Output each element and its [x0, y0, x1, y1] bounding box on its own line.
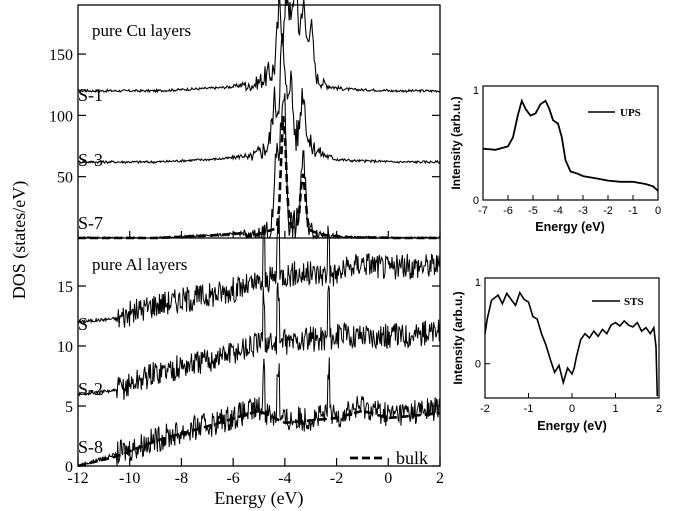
series-cu-s-1: [77, 0, 441, 94]
sts-ticks: -2 -1 0 1 2 0 1: [475, 277, 662, 415]
bottom-ytick-label: 5: [65, 399, 73, 416]
ups-x-label: Energy (eV): [535, 220, 604, 234]
bottom-ytick-label: 10: [57, 339, 73, 356]
ups-legend-label: UPS: [620, 107, 641, 119]
series-al-s: [77, 215, 441, 328]
x-axis-label: Energy (eV): [214, 488, 303, 509]
xtick-label: -4: [278, 470, 291, 487]
ups-xtick-label: -4: [553, 205, 563, 217]
ups-xtick-label: -2: [603, 205, 613, 217]
ups-frame: [482, 85, 659, 201]
ups-ytick-label: 1: [473, 85, 479, 97]
ups-xtick-label: 0: [655, 205, 661, 217]
sts-xtick-label: 1: [612, 403, 618, 415]
xtick-label: -8: [175, 470, 188, 487]
ups-ytick-label: 0: [473, 195, 479, 207]
sts-curve: [484, 290, 659, 397]
label-s-3: S-3: [78, 150, 103, 170]
main-plot-frame: [77, 4, 441, 467]
xtick-label: -10: [119, 470, 140, 487]
ups-y-label: Intensity (arb.u.): [449, 96, 463, 189]
label-s-2: S-2: [78, 379, 103, 399]
x-ticks: -12 -10 -8 -6 -4 -2 0 2: [67, 231, 444, 487]
series-cu-bulk: [78, 116, 440, 240]
top-ytick-label: 150: [49, 47, 73, 64]
al-curves: [77, 215, 441, 468]
xtick-label: 0: [384, 470, 392, 487]
annotation-al: pure Al layers: [92, 255, 187, 274]
sts-legend-label: STS: [624, 296, 644, 308]
top-ytick-label: 50: [57, 170, 73, 187]
top-y-ticks: 50 100 150: [49, 47, 440, 239]
ups-xtick-label: -1: [628, 205, 638, 217]
sts-line: [484, 290, 659, 397]
series-al-s-8: [77, 357, 441, 468]
ups-xtick-label: -7: [478, 205, 488, 217]
series-al-bulk: [77, 409, 441, 468]
xtick-label: -2: [330, 470, 343, 487]
ups-line: [482, 98, 659, 192]
xtick-label: -12: [67, 470, 88, 487]
legend-bulk-label: bulk: [396, 448, 428, 468]
sts-xtick-label: 0: [569, 403, 575, 415]
sts-ytick-label: 1: [475, 277, 481, 289]
cu-curves: [77, 0, 441, 240]
main-dos-panel: 50 100 150 0 5 10 15 -12 -10 -8 -6 -4 -2 0 2 pure Cu…: [9, 0, 444, 509]
ups-curve: [482, 98, 659, 192]
sts-x-label: Energy (eV): [537, 419, 606, 433]
ups-xtick-label: -6: [503, 205, 513, 217]
series-al-s-2: [77, 282, 441, 400]
bottom-ytick-label: 0: [65, 459, 73, 476]
ups-panel: -7 -6 -5 -4 -3 -2 -1 0 0 1 UPS Energy (eV) Intens…: [449, 85, 661, 234]
annotation-cu: pure Cu layers: [92, 21, 191, 40]
y-axis-label: DOS (states/eV): [9, 181, 30, 299]
bottom-y-ticks: 0 5 10 15: [57, 279, 440, 476]
label-s-7: S-7: [78, 213, 103, 233]
bottom-ytick-label: 15: [57, 279, 73, 296]
sts-xtick-label: 2: [656, 403, 662, 415]
sts-panel: -2 -1 0 1 2 0 1 STS Energy (eV) Intensity (arb…: [451, 277, 662, 433]
sts-xtick-label: -2: [480, 403, 490, 415]
sts-ytick-label: 0: [475, 359, 481, 371]
label-s: S: [78, 314, 88, 334]
sts-xtick-label: -1: [524, 403, 534, 415]
xtick-label: 2: [436, 470, 444, 487]
ups-xtick-label: -5: [528, 205, 538, 217]
label-s-1: S-1: [78, 85, 103, 105]
ups-xtick-label: -3: [578, 205, 588, 217]
sts-y-label: Intensity (arb.u.): [451, 291, 465, 384]
xtick-label: -6: [226, 470, 239, 487]
ups-ticks: -7 -6 -5 -4 -3 -2 -1 0 0 1: [473, 85, 661, 217]
label-s-8: S-8: [78, 437, 103, 457]
top-ytick-label: 100: [49, 108, 73, 125]
series-cu-s-7: [77, 93, 441, 240]
series-cu-s-3: [77, 33, 441, 165]
